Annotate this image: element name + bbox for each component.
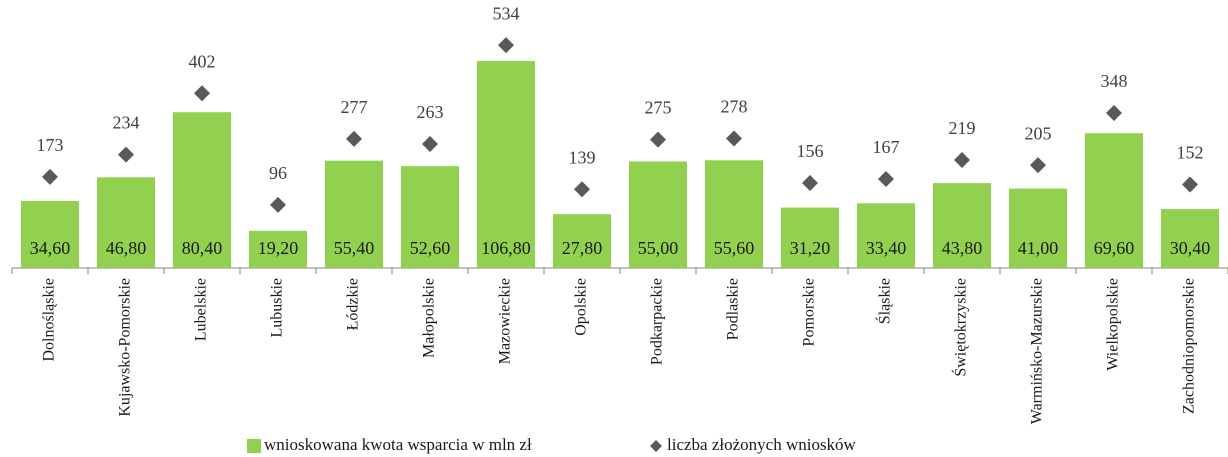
diamond-marker xyxy=(194,85,210,102)
marker-value-label: 173 xyxy=(37,135,64,155)
diamond-marker xyxy=(422,136,438,152)
bar-value-label: 55,60 xyxy=(714,238,755,258)
diamond-marker xyxy=(726,130,742,147)
marker-value-label: 139 xyxy=(569,147,596,167)
bar-value-label: 34,60 xyxy=(30,238,71,258)
legend-label: liczba złożonych wniosków xyxy=(667,435,857,454)
bar xyxy=(325,160,383,268)
bar xyxy=(401,166,459,268)
marker-value-label: 234 xyxy=(113,113,140,133)
bar-value-label: 19,20 xyxy=(258,238,299,258)
diamond-marker xyxy=(802,175,818,192)
bar xyxy=(629,161,687,268)
bar-value-label: 46,80 xyxy=(106,238,147,258)
bar-value-label: 27,80 xyxy=(562,238,603,258)
marker-value-label: 156 xyxy=(797,141,824,161)
diamond-marker xyxy=(574,181,590,198)
legend-swatch xyxy=(650,440,662,452)
bar xyxy=(477,61,535,269)
x-tick-label: Warmińsko-Mazurskie xyxy=(1029,278,1046,424)
bar-value-label: 69,60 xyxy=(1094,238,1135,258)
diamond-marker xyxy=(650,131,666,148)
bar xyxy=(1161,209,1219,268)
x-tick-label: Śląskie xyxy=(875,278,894,324)
x-tick-label: Podkarpackie xyxy=(649,278,666,365)
bar xyxy=(1009,188,1067,268)
diamond-marker xyxy=(42,168,58,185)
x-tick-label: Dolnośląskie xyxy=(41,278,58,362)
legend-swatch xyxy=(247,439,261,453)
marker-value-label: 152 xyxy=(1177,143,1204,163)
diamond-marker xyxy=(270,196,286,213)
bar-value-label: 31,20 xyxy=(790,238,831,258)
diamond-marker xyxy=(878,171,894,188)
marker-value-label: 348 xyxy=(1101,71,1128,91)
bar-value-label: 30,40 xyxy=(1170,238,1211,258)
diamond-marker xyxy=(954,152,970,169)
x-tick-label: Wielkopolskie xyxy=(1105,278,1122,371)
bar-value-label: 55,00 xyxy=(638,238,679,258)
x-tick-label: Mazowieckie xyxy=(497,278,514,364)
x-tick-label: Lubelskie xyxy=(193,278,210,341)
x-tick-label: Kujawsko-Pomorskie xyxy=(117,278,134,417)
bar-value-label: 106,80 xyxy=(481,238,531,258)
bar xyxy=(705,160,763,268)
marker-value-label: 167 xyxy=(873,137,900,157)
marker-value-label: 263 xyxy=(417,102,444,122)
bar xyxy=(21,200,79,268)
marker-value-label: 219 xyxy=(949,118,976,138)
diamond-marker xyxy=(1106,105,1122,121)
bar-value-label: 33,40 xyxy=(866,238,907,258)
bar xyxy=(553,214,611,268)
x-tick-label: Lubuskie xyxy=(269,278,286,338)
marker-value-label: 277 xyxy=(341,97,368,117)
bar xyxy=(933,183,991,268)
bar-value-label: 43,80 xyxy=(942,238,983,258)
diamond-marker xyxy=(498,37,514,54)
bar xyxy=(97,177,155,268)
bar-value-label: 80,40 xyxy=(182,238,223,258)
bar xyxy=(1085,133,1143,268)
bar xyxy=(249,230,307,268)
marker-value-label: 278 xyxy=(721,97,748,117)
diamond-marker xyxy=(1030,157,1046,174)
diamond-marker xyxy=(1182,176,1198,193)
bar xyxy=(173,112,231,268)
bar-value-label: 55,40 xyxy=(334,238,375,258)
x-tick-label: Zachodniopomorskie xyxy=(1181,278,1198,414)
marker-value-label: 534 xyxy=(493,3,520,23)
x-tick-label: Świętokrzyskie xyxy=(951,278,970,377)
marker-value-label: 402 xyxy=(189,51,216,71)
bar-value-label: 52,60 xyxy=(410,238,451,258)
legend-label: wnioskowana kwota wsparcia w mln zł xyxy=(264,435,532,454)
bar xyxy=(857,203,915,268)
diamond-marker xyxy=(118,146,134,163)
x-tick-label: Łódzkie xyxy=(345,278,362,330)
marker-value-label: 275 xyxy=(645,98,672,118)
diamond-marker xyxy=(346,130,362,147)
bar-value-label: 41,00 xyxy=(1018,238,1059,258)
x-tick-label: Pomorskie xyxy=(801,278,818,346)
marker-value-label: 205 xyxy=(1025,123,1052,143)
x-tick-label: Opolskie xyxy=(573,278,590,336)
marker-value-label: 96 xyxy=(269,163,287,183)
x-tick-label: Małopolskie xyxy=(421,278,438,358)
bar xyxy=(781,207,839,268)
x-tick-label: Podlaskie xyxy=(725,278,742,340)
